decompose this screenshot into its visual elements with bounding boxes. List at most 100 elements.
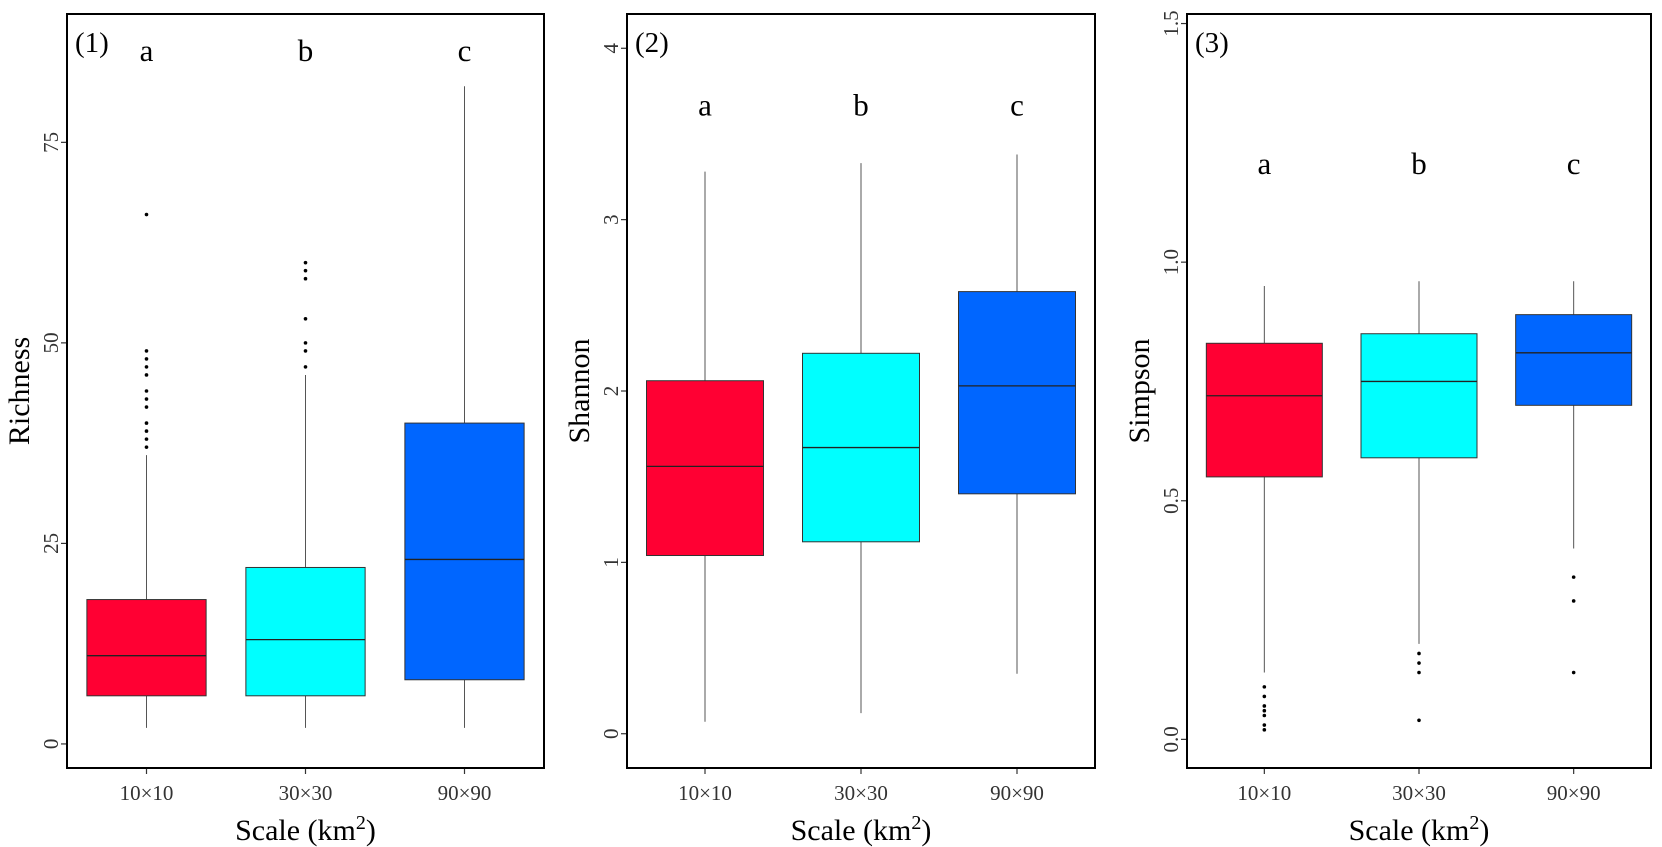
outlier-point <box>144 421 149 425</box>
panel-title: (1) <box>75 27 109 59</box>
y-tick-label: 25 <box>39 533 63 554</box>
box-10×10 <box>646 171 764 722</box>
outlier-point <box>1262 704 1267 708</box>
x-tick-label: 90×90 <box>990 781 1044 805</box>
outlier-point <box>144 429 149 433</box>
outlier-point <box>303 317 308 321</box>
outlier-point <box>1262 723 1267 727</box>
y-tick-label: 1.0 <box>1159 249 1183 275</box>
y-tick-label: 3 <box>599 214 623 225</box>
outlier-point <box>303 341 308 345</box>
x-axis-title-superscript: 2 <box>1469 812 1479 834</box>
box-10×10 <box>1205 286 1323 732</box>
box-90×90 <box>404 86 525 728</box>
outlier-point <box>144 405 149 409</box>
y-tick-label: 1 <box>599 557 623 568</box>
iqr-box <box>1515 314 1633 406</box>
iqr-box <box>958 291 1076 495</box>
y-axis-title: Simpson <box>1123 338 1156 443</box>
significance-letter: a <box>698 87 712 122</box>
significance-letter: b <box>853 87 869 122</box>
outlier-point <box>1262 728 1267 732</box>
x-axis-title-close: ) <box>921 814 931 847</box>
x-tick-label: 90×90 <box>438 781 492 805</box>
iqr-box <box>1360 333 1478 459</box>
y-tick-label: 4 <box>599 43 623 54</box>
iqr-box <box>646 380 764 557</box>
x-axis-title-close: ) <box>1479 814 1489 847</box>
outlier-point <box>144 365 149 369</box>
y-axis-title: Shannon <box>563 339 596 444</box>
significance-letter: c <box>1567 146 1581 181</box>
iqr-box <box>404 422 525 681</box>
x-tick-label: 10×10 <box>1237 781 1291 805</box>
box-30×30 <box>1360 281 1478 723</box>
x-axis-title: Scale (km2) <box>235 812 376 847</box>
outlier-point <box>1262 708 1267 713</box>
box-90×90 <box>1515 281 1633 675</box>
outlier-point <box>1417 651 1421 656</box>
panel-title: (2) <box>635 27 669 59</box>
x-axis-title-main: Scale (km <box>235 814 356 847</box>
y-tick-label: 0 <box>39 739 63 750</box>
x-axis-title-main: Scale (km <box>1349 814 1470 847</box>
panels: 0 25 50 75 10×10 a 30×30 b 90×90 c (1) Richness Scal… <box>3 10 1652 847</box>
outlier-point <box>1417 718 1421 723</box>
significance-letter: b <box>1411 146 1427 181</box>
x-axis-title: Scale (km2) <box>791 812 932 847</box>
outlier-point <box>1262 685 1267 689</box>
box-30×30 <box>802 163 920 714</box>
panel-title: (3) <box>1195 27 1229 59</box>
x-tick-label: 10×10 <box>678 781 732 805</box>
outlier-point <box>1262 713 1267 718</box>
panel-2: 0 1 2 3 4 10×10 a 30×30 b 90×90 c (2) Shannon Scale (… <box>563 13 1096 847</box>
significance-letter: c <box>1010 87 1024 122</box>
iqr-box <box>1205 342 1323 478</box>
significance-letter: c <box>458 33 472 68</box>
outlier-point <box>1262 694 1267 699</box>
outlier-point <box>1417 661 1421 665</box>
y-tick-label: 75 <box>39 132 63 153</box>
x-axis-title-superscript: 2 <box>356 812 366 834</box>
iqr-box <box>245 566 366 697</box>
outlier-point <box>303 260 308 265</box>
y-tick-label: 0.0 <box>1159 726 1183 752</box>
x-axis-title-superscript: 2 <box>911 812 921 834</box>
y-axis-title: Richness <box>3 337 36 445</box>
panel-3: 0.0 0.5 1.0 1.5 10×10 a 30×30 b 90×90 c (3) Simpson… <box>1123 10 1652 847</box>
outlier-point <box>144 373 149 377</box>
x-tick-label: 10×10 <box>120 781 174 805</box>
x-axis-title-main: Scale (km <box>791 814 912 847</box>
iqr-box <box>86 599 207 697</box>
panel-1: 0 25 50 75 10×10 a 30×30 b 90×90 c (1) Richness Scal… <box>3 13 545 847</box>
box-10×10 <box>86 212 207 728</box>
outlier-point <box>144 445 149 449</box>
x-axis-title-close: ) <box>366 814 376 847</box>
outlier-point <box>1571 670 1576 675</box>
outlier-point <box>144 437 149 441</box>
box-90×90 <box>958 154 1076 674</box>
y-tick-label: 1.5 <box>1159 10 1183 36</box>
x-tick-label: 90×90 <box>1547 781 1601 805</box>
outlier-point <box>144 349 149 353</box>
x-tick-label: 30×30 <box>1392 781 1446 805</box>
outlier-point <box>303 349 308 353</box>
x-tick-label: 30×30 <box>279 781 333 805</box>
significance-letter: a <box>1257 146 1271 181</box>
outlier-point <box>144 357 149 361</box>
outlier-point <box>303 365 308 369</box>
y-tick-label: 2 <box>599 386 623 397</box>
significance-letter: b <box>298 33 314 68</box>
panel-border <box>66 13 545 769</box>
outlier-point <box>1571 599 1576 603</box>
outlier-point <box>303 268 308 273</box>
panel-border <box>1186 13 1652 769</box>
x-axis-title: Scale (km2) <box>1349 812 1490 847</box>
outlier-point <box>144 389 149 393</box>
y-tick-label: 0 <box>599 728 623 739</box>
y-tick-label: 0.5 <box>1159 488 1183 514</box>
outlier-point <box>303 276 308 281</box>
significance-letter: a <box>140 33 154 68</box>
outlier-point <box>1417 670 1421 675</box>
